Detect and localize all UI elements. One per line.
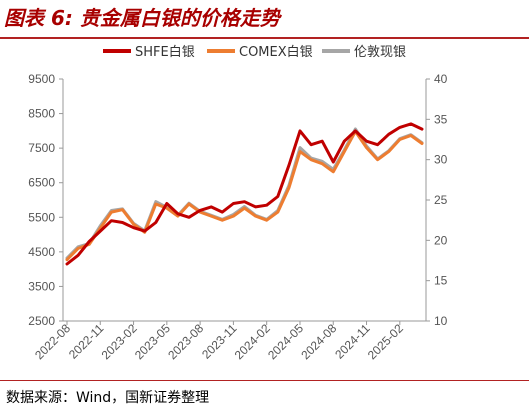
left-tick-label: 6500: [28, 176, 55, 190]
left-tick-label: 5500: [28, 210, 55, 224]
right-tick-label: 30: [434, 153, 448, 167]
right-tick-label: 20: [434, 233, 448, 247]
left-tick-label: 4500: [28, 245, 55, 259]
x-tick-label: 2023-02: [99, 321, 140, 362]
right-tick-label: 35: [434, 112, 448, 126]
legend-label: 伦敦现银: [354, 44, 406, 60]
legend-label: COMEX白银: [239, 44, 313, 60]
x-tick-label: 2024-08: [298, 321, 339, 362]
legend-label: SHFE白银: [135, 44, 195, 60]
left-tick-label: 9500: [28, 72, 55, 86]
footer-divider: [0, 380, 529, 381]
right-tick-label: 25: [434, 193, 448, 207]
x-tick-label: 2024-05: [265, 321, 306, 362]
right-tick-label: 40: [434, 72, 448, 86]
right-tick-label: 15: [434, 274, 448, 288]
x-tick-label: 2023-05: [132, 321, 173, 362]
title-divider: [0, 37, 529, 39]
left-tick-label: 2500: [28, 314, 55, 328]
series-line: [65, 122, 424, 266]
series-line: [65, 129, 424, 262]
x-tick-label: 2025-02: [365, 321, 406, 362]
chart-title: 图表 6: 贵金属白银的价格走势: [4, 6, 280, 30]
chart-legend: SHFE白银 COMEX白银 伦敦现银: [103, 44, 406, 60]
x-tick-label: 2023-08: [165, 321, 206, 362]
x-tick-label: 2024-02: [232, 321, 273, 362]
line-chart: SHFE白银 COMEX白银 伦敦现银 2500 3500 4500 5500 6500 75…: [28, 44, 447, 362]
left-tick-label: 3500: [28, 279, 55, 293]
right-tick-label: 10: [434, 314, 448, 328]
left-tick-label: 8500: [28, 107, 55, 121]
chart-axes: 2500350045005500650075008500950010152025…: [28, 72, 447, 362]
source-note: 数据来源：Wind，国新证券整理: [6, 390, 210, 406]
chart-series: [65, 122, 424, 266]
left-tick-label: 7500: [28, 141, 55, 155]
